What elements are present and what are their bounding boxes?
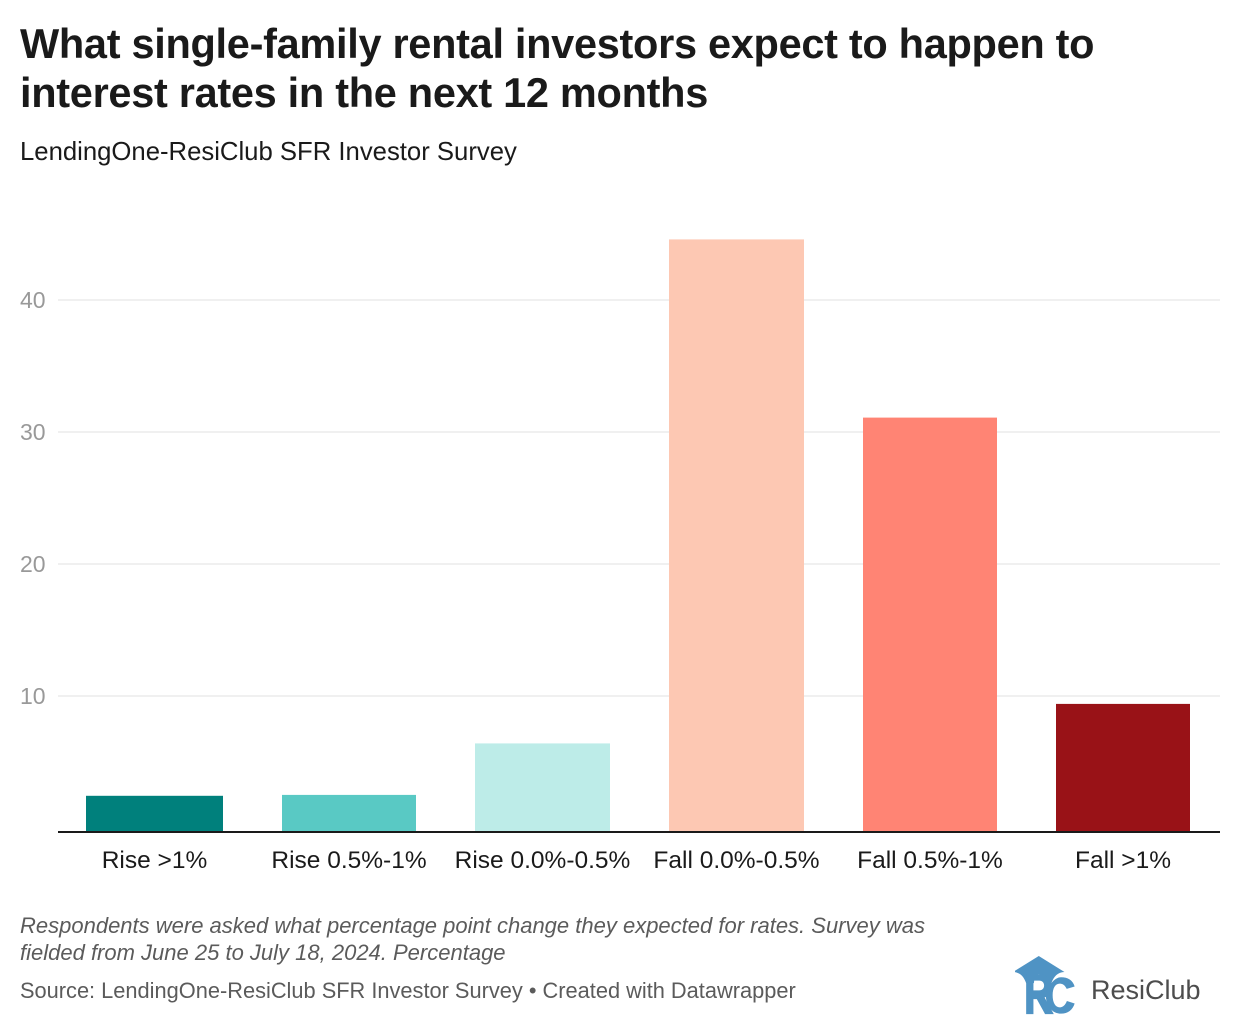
svg-text:ResiClub: ResiClub (1091, 975, 1201, 1005)
svg-text:Fall 0.5%-1%: Fall 0.5%-1% (857, 847, 1003, 874)
svg-text:40: 40 (20, 287, 46, 313)
svg-text:20: 20 (20, 551, 46, 577)
svg-text:Fall >1%: Fall >1% (1075, 847, 1171, 874)
svg-text:Fall 0.0%-0.5%: Fall 0.0%-0.5% (653, 847, 819, 874)
svg-text:10: 10 (20, 683, 46, 709)
svg-text:Rise >1%: Rise >1% (102, 847, 208, 874)
svg-text:Rise 0.0%-0.5%: Rise 0.0%-0.5% (455, 847, 631, 874)
svg-text:Rise 0.5%-1%: Rise 0.5%-1% (271, 847, 426, 874)
svg-text:30: 30 (20, 419, 46, 445)
